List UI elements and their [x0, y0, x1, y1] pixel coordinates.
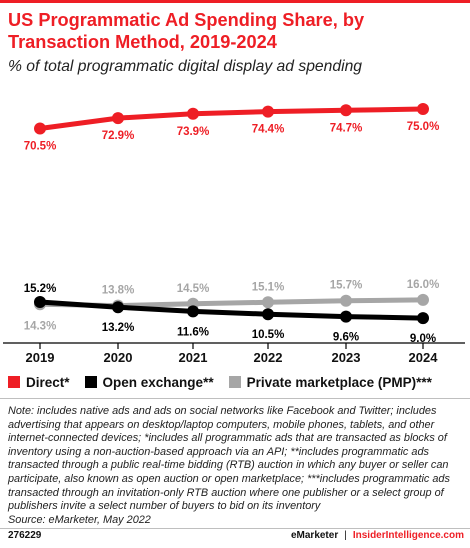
data-point-open-exchange [187, 305, 199, 318]
footer-brand: eMarketer | InsiderIntelligence.com [291, 530, 464, 541]
legend-swatch-open-exchange [84, 376, 97, 388]
data-label-pmp: 14.5% [177, 283, 210, 295]
data-label-open-exchange: 10.5% [252, 329, 285, 341]
chart-id: 276229 [8, 530, 42, 541]
chart-subtitle: % of total programmatic digital display … [8, 58, 363, 75]
data-label-pmp: 14.3% [24, 320, 57, 332]
brand-site-link[interactable]: InsiderIntelligence.com [352, 530, 464, 541]
note-line: inventory using a non-auction-based appr… [8, 445, 429, 458]
data-point-open-exchange [34, 296, 46, 308]
data-label-open-exchange: 9.6% [333, 332, 359, 344]
note-line: participate, also known as open auction … [8, 472, 450, 485]
data-point-direct [340, 104, 352, 117]
divider-top [0, 398, 470, 399]
x-tick-label: 2024 [409, 350, 439, 365]
series-line-open-exchange [37, 299, 426, 321]
legend-label-open-exchange: Open exchange** [102, 374, 214, 390]
source-line: Source: eMarketer, May 2022 [8, 513, 151, 526]
data-label-direct: 70.5% [24, 141, 57, 153]
data-point-direct [112, 112, 124, 125]
data-point-direct [187, 107, 199, 120]
data-label-open-exchange: 13.2% [102, 322, 135, 334]
data-label-direct: 74.4% [252, 124, 285, 136]
note-line: internet-connected devices; *includes al… [8, 432, 447, 445]
divider-bottom [0, 528, 470, 529]
legend-item-pmp: Private marketplace (PMP)*** [228, 374, 432, 390]
x-tick-label: 2023 [332, 350, 361, 365]
data-point-direct [34, 122, 46, 135]
legend-item-open-exchange: Open exchange** [84, 374, 214, 390]
data-point-direct [262, 105, 274, 118]
data-label-direct: 74.7% [330, 122, 363, 134]
x-tick-label: 2021 [179, 350, 208, 365]
series-line-direct [37, 106, 426, 131]
chart-title: US Programmatic Ad Spending Share, by Tr… [8, 10, 365, 52]
note-line: transacted through an invitation-only RT… [8, 486, 444, 499]
data-label-open-exchange: 9.0% [410, 333, 436, 345]
top-accent-rule [0, 0, 470, 3]
note-line: advertising that appears on desktop/lapt… [8, 418, 435, 431]
data-point-open-exchange [417, 312, 429, 325]
data-point-direct [417, 103, 429, 115]
data-point-pmp [417, 293, 429, 306]
x-tick-label: 2019 [26, 350, 55, 365]
data-label-pmp: 13.8% [102, 285, 135, 297]
data-label-pmp: 15.7% [330, 280, 363, 292]
x-tick-label: 2020 [104, 350, 133, 365]
legend-swatch-pmp [228, 376, 241, 388]
brand-emarketer: eMarketer [290, 530, 339, 541]
data-label-pmp: 16.0% [407, 279, 440, 291]
legend-item-direct: Direct* [8, 375, 70, 390]
legend-swatch-direct [8, 376, 20, 388]
data-point-pmp [340, 294, 352, 307]
data-label-direct: 73.9% [177, 126, 210, 138]
x-tick-label: 2022 [254, 350, 283, 365]
data-point-open-exchange [262, 308, 274, 321]
legend-label-direct: Direct* [26, 374, 70, 390]
note-line: transacted through a public real-time bi… [8, 459, 449, 472]
note-line: publishers invite a select number of buy… [8, 500, 321, 513]
data-label-direct: 75.0% [407, 121, 440, 133]
data-label-pmp: 15.1% [252, 281, 285, 293]
data-point-pmp [262, 296, 274, 309]
legend-label-pmp: Private marketplace (PMP)*** [246, 374, 432, 390]
note-line: Note: includes native ads and ads on soc… [8, 405, 437, 417]
data-point-open-exchange [112, 301, 124, 314]
data-label-direct: 72.9% [102, 130, 135, 142]
footer-separator: | [344, 530, 347, 541]
data-label-open-exchange: 15.2% [24, 283, 57, 295]
chart-legend: Direct* Open exchange** Private marketpl… [8, 373, 447, 391]
line-chart: 70.5% 72.9% 73.9% 74.4% 74.7% 75.0% 15.2% 13.2%… [3, 103, 465, 365]
footnote: Note: includes native ads and ads on soc… [8, 405, 466, 527]
data-label-open-exchange: 11.6% [177, 326, 209, 338]
data-point-open-exchange [340, 310, 352, 323]
